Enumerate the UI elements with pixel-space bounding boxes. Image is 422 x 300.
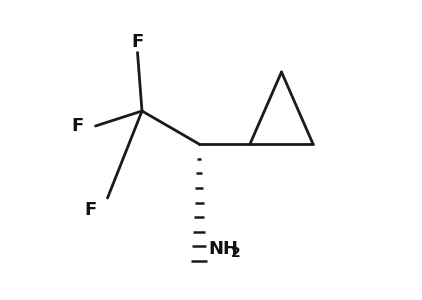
Text: F: F <box>131 33 143 51</box>
Text: 2: 2 <box>230 246 240 260</box>
Text: F: F <box>85 201 97 219</box>
Text: NH: NH <box>208 240 238 258</box>
Text: F: F <box>71 117 84 135</box>
